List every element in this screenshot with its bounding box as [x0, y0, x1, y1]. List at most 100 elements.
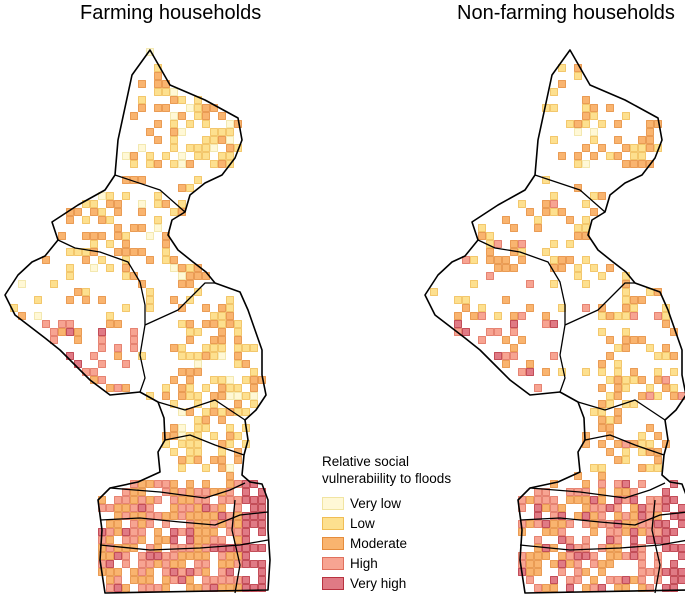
grid-cell [574, 560, 582, 568]
vulnerability-legend: Relative social vulnerabiility to floods… [322, 453, 451, 593]
grid-cell [154, 584, 162, 592]
grid-cell [638, 144, 646, 152]
grid-cell [678, 568, 685, 576]
region-boundary [99, 539, 269, 551]
grid-cell [582, 256, 590, 264]
grid-cell [574, 496, 582, 504]
grid-cell [250, 400, 258, 408]
grid-cell [154, 72, 162, 80]
grid-cell [106, 552, 114, 560]
grid-cell [614, 488, 622, 496]
grid-cell [590, 408, 598, 416]
grid-cell [186, 528, 194, 536]
grid-cell [146, 296, 154, 304]
grid-cell [82, 288, 90, 296]
grid-cell [138, 248, 146, 256]
grid-cell [526, 520, 534, 528]
grid-cell [170, 448, 178, 456]
grid-cell [162, 392, 170, 400]
legend-label-very-low: Very low [350, 495, 402, 511]
region-boundary [477, 239, 566, 325]
grid-cell [614, 368, 622, 376]
grid-cell [130, 520, 138, 528]
grid-cell [582, 512, 590, 520]
grid-cell [630, 376, 638, 384]
grid-cell [210, 512, 218, 520]
grid-cell [74, 208, 82, 216]
grid-cell [170, 136, 178, 144]
grid-cell [154, 224, 162, 232]
grid-cell [170, 112, 178, 120]
grid-cell [526, 576, 534, 584]
grid-cell [170, 504, 178, 512]
grid-cell [106, 576, 114, 584]
grid-cell [598, 504, 606, 512]
grid-cell [178, 200, 186, 208]
grid-cell [654, 392, 662, 400]
grid-cell [258, 544, 266, 552]
grid-cell [98, 552, 106, 560]
grid-cell [154, 552, 162, 560]
grid-cell [202, 568, 210, 576]
grid-cell [614, 408, 622, 416]
grid-cell [550, 320, 558, 328]
grid-cell [242, 496, 250, 504]
grid-cell [194, 440, 202, 448]
grid-cell [186, 496, 194, 504]
grid-cell [170, 544, 178, 552]
grid-cell [622, 448, 630, 456]
grid-cell [194, 176, 202, 184]
grid-cell [194, 432, 202, 440]
grid-cell [218, 568, 226, 576]
grid-cell [250, 496, 258, 504]
legend-swatch-very-high [322, 576, 344, 590]
grid-cell [590, 504, 598, 512]
grid-cell [242, 376, 250, 384]
grid-cell [178, 440, 186, 448]
grid-cell [154, 536, 162, 544]
grid-cell [154, 560, 162, 568]
grid-cell [646, 144, 654, 152]
grid-cell [590, 464, 598, 472]
grid-cell [242, 408, 250, 416]
grid-cell [218, 160, 226, 168]
grid-cell [654, 536, 662, 544]
grid-cell [566, 576, 574, 584]
grid-cell [646, 136, 654, 144]
grid-cell [202, 480, 210, 488]
grid-cell [566, 552, 574, 560]
grid-cell [646, 392, 654, 400]
grid-cell [258, 504, 266, 512]
grid-cell [646, 120, 654, 128]
grid-cell [590, 192, 598, 200]
grid-cell [122, 304, 130, 312]
grid-cell [646, 344, 654, 352]
grid-cell [210, 160, 218, 168]
grid-cell [66, 216, 74, 224]
grid-cell [138, 552, 146, 560]
grid-cell [50, 328, 58, 336]
grid-cell [638, 576, 646, 584]
grid-cell [662, 344, 670, 352]
grid-cell [218, 320, 226, 328]
grid-cell [550, 104, 558, 112]
grid-cell [58, 328, 66, 336]
grid-cell [162, 512, 170, 520]
grid-cell [574, 72, 582, 80]
grid-cell [226, 384, 234, 392]
grid-cell [226, 440, 234, 448]
grid-cell [622, 144, 630, 152]
grid-cell [202, 144, 210, 152]
grid-cell [114, 584, 122, 592]
grid-cell [638, 376, 646, 384]
grid-cell [606, 504, 614, 512]
grid-cell [194, 272, 202, 280]
grid-cell [606, 528, 614, 536]
grid-cell [470, 256, 478, 264]
region-boundary [164, 434, 245, 456]
grid-cell [590, 264, 598, 272]
grid-cell [226, 464, 234, 472]
grid-cell [194, 528, 202, 536]
grid-cell [162, 152, 170, 160]
grid-cell [638, 544, 646, 552]
